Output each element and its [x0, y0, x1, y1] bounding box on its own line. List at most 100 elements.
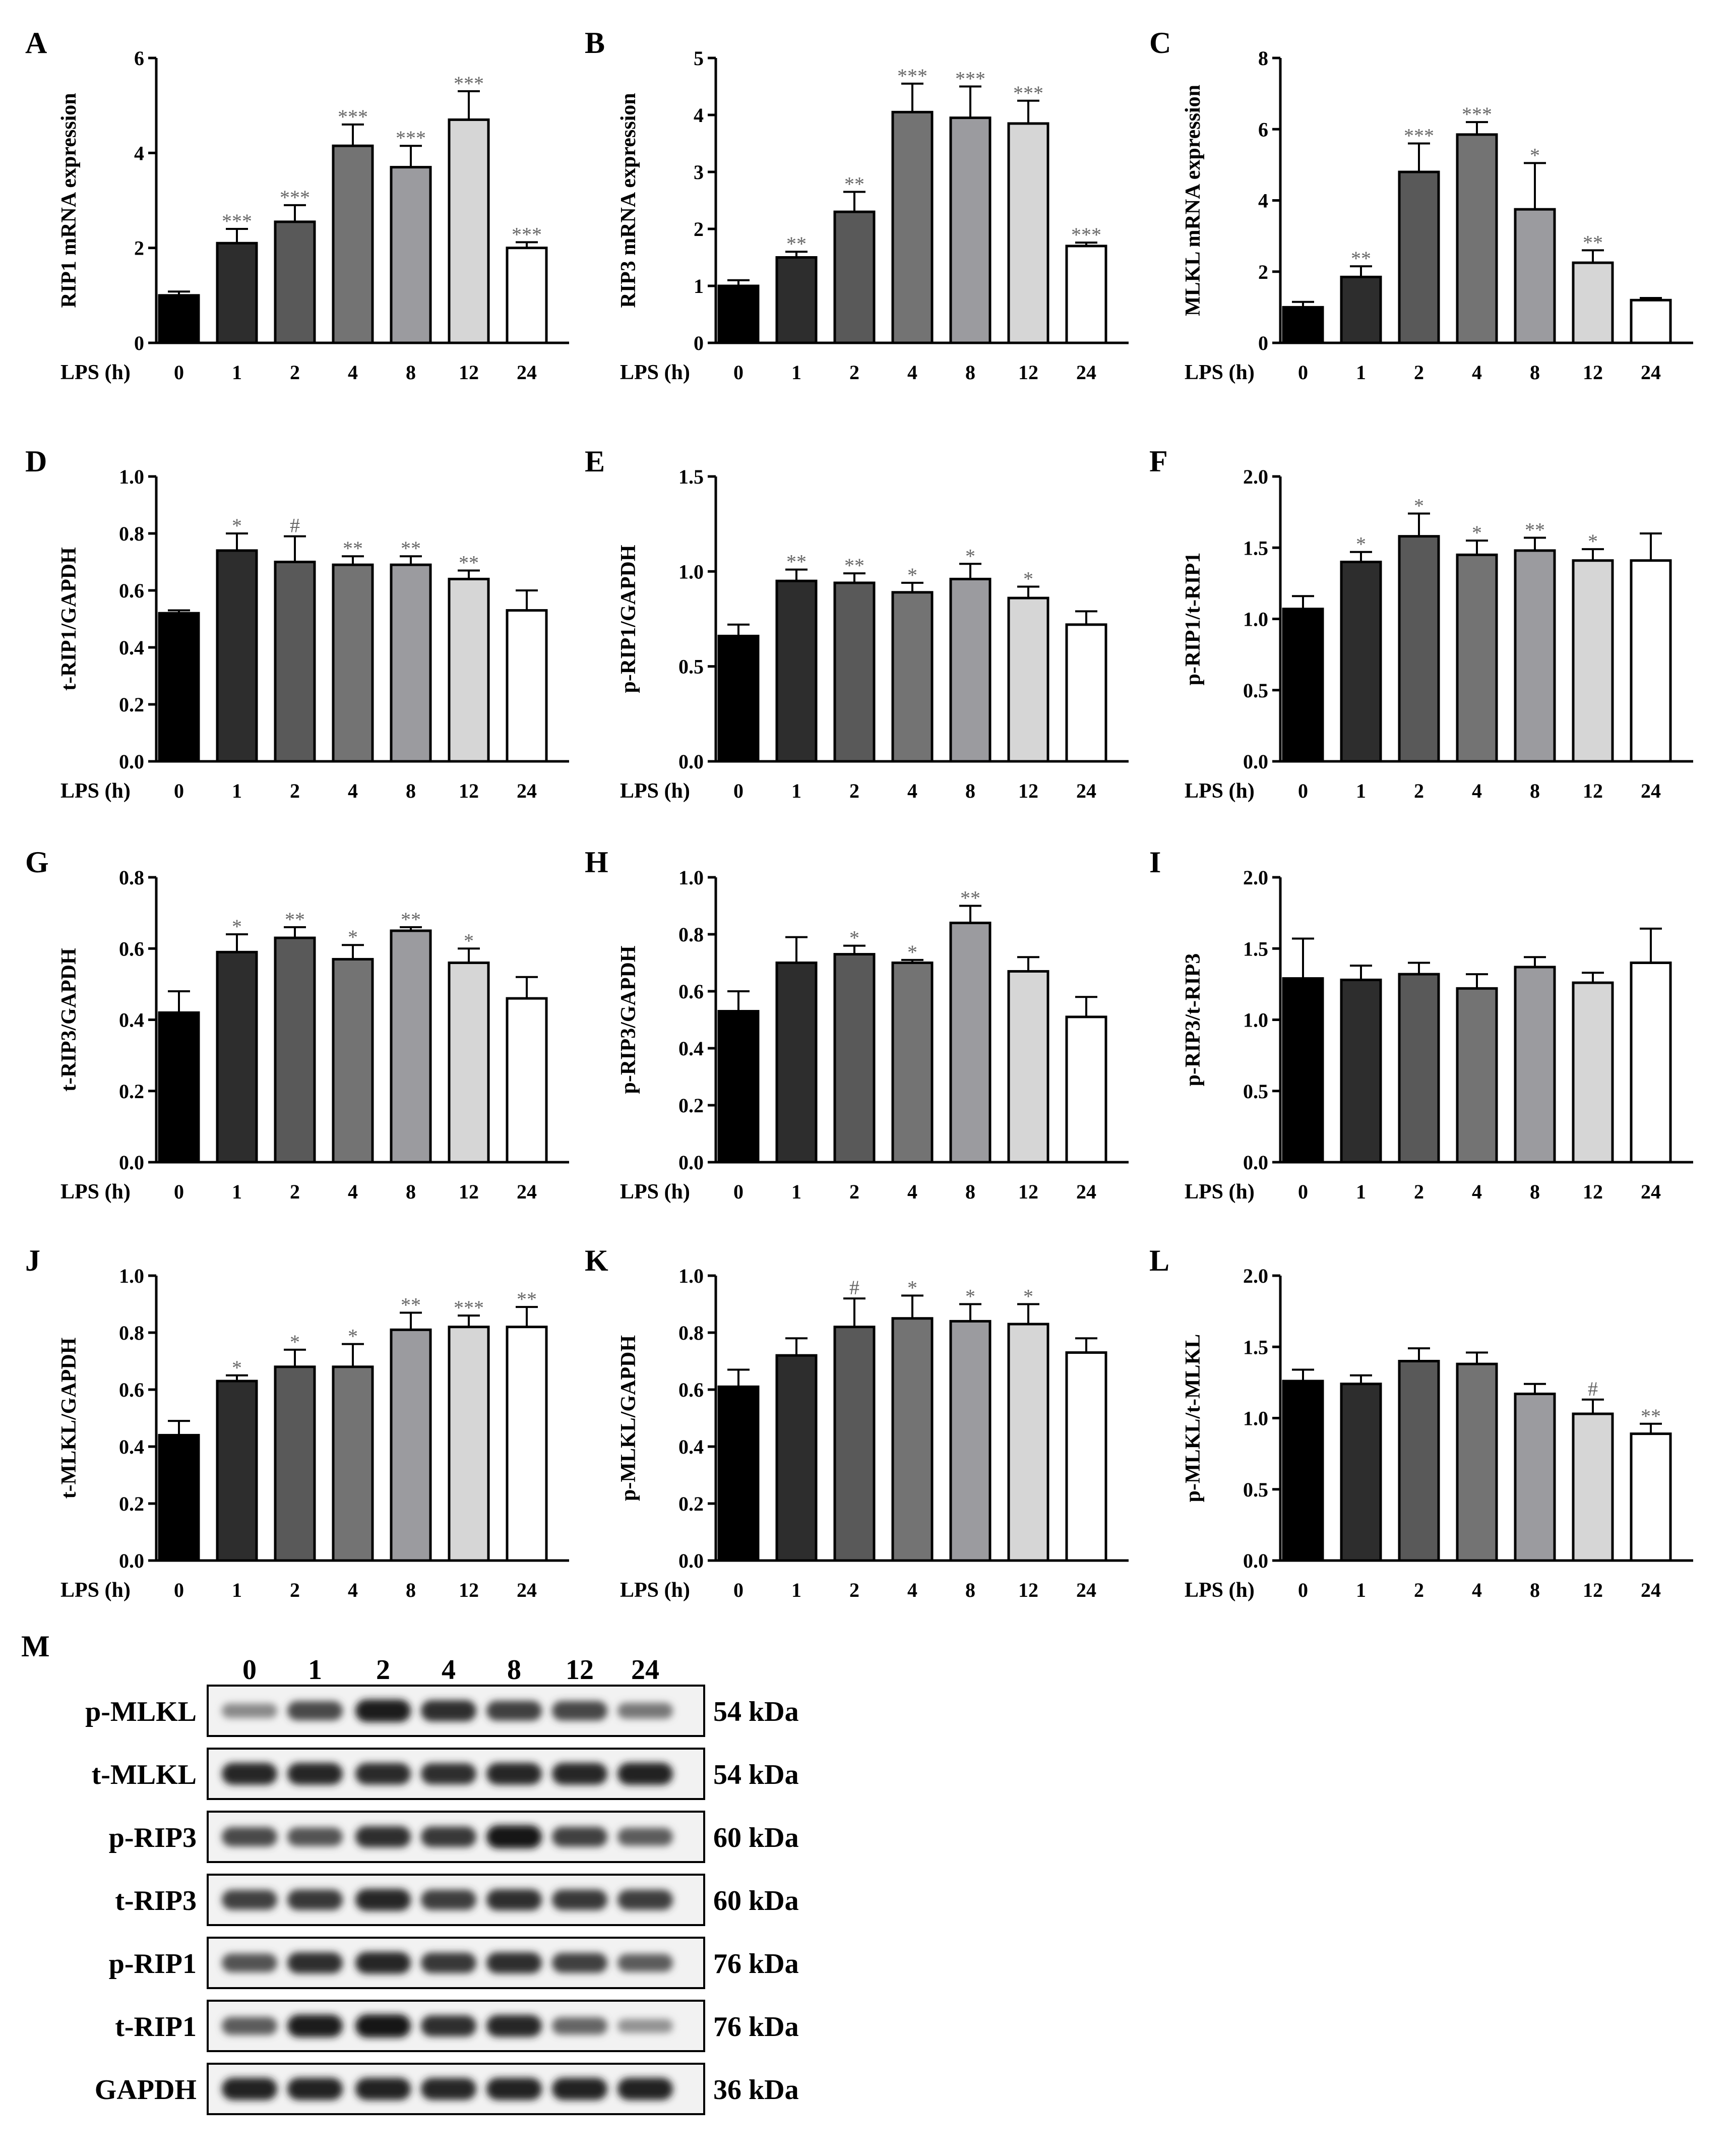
- bar-k-12: [1007, 1323, 1049, 1562]
- significance-mark: **: [786, 551, 807, 573]
- significance-mark: *: [348, 926, 358, 948]
- x-tick-label: 0: [733, 361, 743, 384]
- y-tick-label: 1.5: [1243, 937, 1268, 960]
- y-tick-label: 1.0: [119, 1265, 144, 1287]
- bar-b-4: [891, 110, 934, 344]
- y-tick-label: 1.0: [119, 465, 144, 488]
- x-tick-label: 24: [1076, 1579, 1096, 1601]
- significance-mark: #: [849, 1276, 859, 1299]
- significance-mark: *: [1414, 494, 1424, 517]
- protein-band: [287, 1827, 343, 1846]
- y-tick-label: 0.0: [119, 1151, 144, 1174]
- y-axis-label: p-RIP1/GAPDH: [617, 545, 640, 693]
- lane-label: 8: [507, 1654, 521, 1686]
- blot-size-label: 60 kDa: [713, 1822, 799, 1853]
- y-axis-label: p-MLKL/GAPDH: [617, 1335, 640, 1501]
- y-tick-label: 0.2: [678, 1094, 704, 1117]
- bar-f-24: [1630, 559, 1672, 763]
- protein-band: [552, 1763, 607, 1785]
- x-tick-label: 0: [733, 1579, 743, 1601]
- significance-mark: ***: [222, 210, 252, 232]
- bar-d-4: [332, 563, 374, 763]
- y-tick-label: 0.6: [678, 980, 704, 1003]
- bar-j-0: [158, 1433, 200, 1562]
- y-tick-label: 0.6: [678, 1379, 704, 1401]
- blot-row-label: t-RIP3: [115, 1885, 197, 1917]
- y-tick-label: 4: [1258, 190, 1268, 212]
- protein-band: [287, 1701, 343, 1721]
- protein-band: [486, 1952, 542, 1974]
- blot-row-p-rip3: p-RIP3 60 kDa: [109, 1811, 799, 1863]
- bar-g-24: [506, 997, 548, 1164]
- x-tick-label: 12: [1018, 361, 1038, 384]
- bar-j-1: [216, 1380, 258, 1562]
- y-tick-label: 2.0: [1243, 866, 1268, 889]
- bar-j-4: [332, 1365, 374, 1562]
- bar-h-0: [717, 1010, 760, 1164]
- blot-size-label: 76 kDa: [713, 1948, 799, 1980]
- y-tick-label: 1.0: [678, 560, 704, 583]
- y-tick-label: 0.4: [119, 1435, 144, 1458]
- lane-label: 0: [242, 1654, 257, 1686]
- x-tick-label: 8: [1530, 1180, 1540, 1203]
- x-tick-label: 4: [1472, 1579, 1482, 1601]
- protein-band: [486, 1763, 542, 1785]
- x-axis-name: LPS (h): [60, 1579, 131, 1602]
- significance-mark: **: [401, 1293, 421, 1316]
- bar-e-2: [833, 581, 876, 763]
- protein-band: [222, 2078, 277, 2100]
- significance-mark: *: [1023, 567, 1033, 590]
- bar-i-2: [1398, 973, 1440, 1164]
- lane-label: 24: [631, 1654, 659, 1686]
- blot-row-t-rip1: t-RIP1 76 kDa: [115, 2000, 799, 2052]
- blot-size-label: 36 kDa: [713, 2074, 799, 2106]
- bar-k-0: [717, 1385, 760, 1562]
- protein-band: [222, 1763, 277, 1785]
- y-tick-label: 0.0: [1243, 750, 1268, 773]
- x-tick-label: 4: [1472, 1180, 1482, 1203]
- protein-band: [552, 1701, 607, 1721]
- y-axis-label: t-RIP1/GAPDH: [57, 547, 81, 691]
- protein-band: [617, 2019, 673, 2033]
- bar-i-4: [1456, 987, 1498, 1164]
- panel-letter: L: [1149, 1244, 1169, 1277]
- significance-mark: *: [849, 927, 859, 949]
- protein-band: [617, 2078, 673, 2100]
- blot-row-label: GAPDH: [95, 2074, 197, 2106]
- protein-band: [617, 1889, 673, 1910]
- x-tick-label: 1: [791, 1180, 801, 1203]
- x-tick-label: 1: [1356, 361, 1366, 384]
- x-tick-label: 2: [290, 780, 300, 802]
- bar-g-0: [158, 1011, 200, 1164]
- bar-k-2: [833, 1326, 876, 1562]
- y-tick-label: 0.0: [1243, 1151, 1268, 1174]
- y-axis-label: p-RIP1/t-RIP1: [1182, 553, 1205, 686]
- x-tick-label: 24: [1641, 780, 1661, 802]
- x-tick-label: 12: [1018, 780, 1038, 802]
- bar-a-24: [506, 247, 548, 344]
- lane-label: 2: [376, 1654, 390, 1686]
- significance-mark: **: [844, 554, 864, 577]
- chart-panel-d: D 0.0 0.2 0.4 0.6 0.8 1.0 t-RIP1/GAPDH LPS (h) 0 *…: [25, 445, 569, 803]
- bar-j-12: [448, 1326, 490, 1562]
- protein-band: [355, 1699, 411, 1722]
- bar-d-24: [506, 609, 548, 763]
- y-tick-label: 2: [1258, 261, 1268, 283]
- bar-h-1: [775, 962, 818, 1164]
- protein-band: [552, 1889, 607, 1910]
- x-tick-label: 0: [1298, 1180, 1308, 1203]
- bar-f-2: [1398, 535, 1440, 763]
- x-axis-name: LPS (h): [1185, 1180, 1255, 1204]
- x-tick-label: 1: [232, 1579, 242, 1601]
- panel-letter: J: [25, 1244, 40, 1277]
- bar-f-4: [1456, 553, 1498, 763]
- bar-c-2: [1398, 170, 1440, 344]
- bar-h-24: [1065, 1015, 1107, 1164]
- protein-band: [222, 1827, 277, 1847]
- x-tick-label: 1: [1356, 780, 1366, 802]
- protein-band: [287, 2078, 343, 2100]
- panel-letter: F: [1149, 445, 1168, 478]
